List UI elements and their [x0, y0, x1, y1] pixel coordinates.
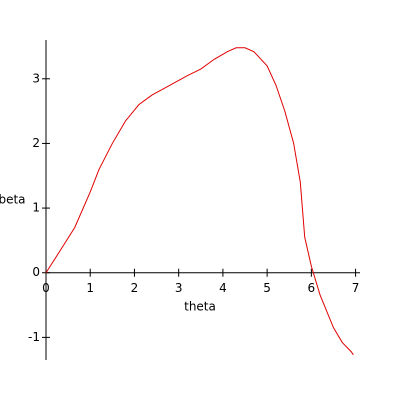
x-tick-label: 2 [131, 281, 139, 295]
x-tick-label: 4 [219, 281, 227, 295]
x-tick-label: 7 [352, 281, 360, 295]
y-tick-label: 2 [32, 136, 40, 150]
x-tick-label: 0 [42, 281, 50, 295]
y-axis-label: beta [0, 193, 26, 207]
x-tick-label: 5 [263, 281, 271, 295]
y-tick-label: 3 [32, 71, 40, 85]
y-tick-label: 1 [32, 201, 40, 215]
y-tick-label: -1 [28, 330, 40, 344]
x-tick-label: 1 [86, 281, 94, 295]
y-tick-label: 0 [32, 265, 40, 279]
x-tick-label: 3 [175, 281, 183, 295]
x-tick-label: 6 [308, 281, 316, 295]
x-axis-label: theta [184, 300, 216, 314]
line [45, 47, 354, 356]
